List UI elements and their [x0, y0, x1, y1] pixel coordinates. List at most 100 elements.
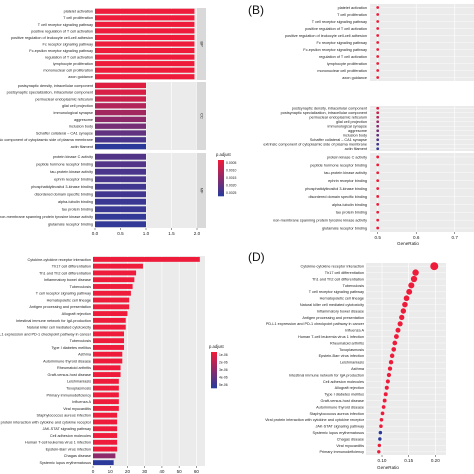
dot: [386, 372, 392, 378]
legend-tick-label: 0.0015: [226, 176, 236, 180]
category-label: lymphocyte proliferation: [53, 62, 93, 66]
category-label: Autoimmune thyroid disease: [43, 359, 91, 363]
category-label: Graft-versus-host disease: [48, 373, 91, 377]
bar: [93, 439, 118, 445]
category-label: Rheumatoid arthritis: [57, 366, 91, 370]
dot: [376, 171, 380, 175]
category-label: Fc-epsilon receptor signaling pathway: [303, 48, 367, 52]
bar: [95, 96, 146, 102]
legend-colorbar-segment: [211, 361, 217, 363]
dot: [378, 430, 383, 435]
dot: [376, 48, 380, 51]
bar: [95, 8, 195, 14]
category-label: Schaffer collateral – CA1 synapse: [36, 131, 93, 135]
legend-colorbar-segment: [218, 164, 224, 167]
dot: [392, 340, 398, 346]
category-label: Natural killer cell mediated cytotoxicit…: [27, 326, 91, 330]
legend-colorbar-segment: [218, 160, 224, 162]
category-label: Antigen processing and presentation: [302, 316, 364, 320]
facet-strip: [197, 8, 206, 80]
category-label: perinuclear endoplasmic reticulum: [35, 97, 93, 101]
bar: [93, 460, 114, 466]
category-label: perinuclear endoplasmic reticulum: [309, 116, 367, 120]
dot: [376, 142, 380, 146]
legend-tick-label: 0.0025: [226, 191, 236, 195]
legend-colorbar-segment: [218, 173, 224, 176]
category-label: Cytokine-cytokine receptor interaction: [300, 265, 364, 269]
category-label: PD-L1 expression and PD-1 checkpoint pat…: [266, 322, 365, 326]
legend-colorbar-segment: [218, 166, 224, 168]
facet-strip: [197, 82, 206, 150]
legend-colorbar-segment: [211, 373, 217, 375]
category-label: T cell receptor signaling pathway: [312, 20, 367, 24]
bar: [93, 378, 119, 384]
category-label: Viral protein interaction with cytokine …: [265, 418, 365, 422]
category-label: T cell receptor signaling pathway: [36, 292, 91, 296]
category-label: Type I diabetes mellitus: [51, 346, 91, 350]
facet-strip-label: BP: [199, 41, 204, 47]
x-tick-label: 1.0: [143, 231, 150, 236]
category-label: immunological synapse: [328, 125, 367, 129]
bar: [93, 399, 119, 405]
category-label: tau protein binding: [336, 211, 367, 215]
category-label: lymphocyte proliferation: [327, 62, 367, 66]
bar: [93, 412, 118, 418]
dot: [403, 295, 410, 302]
category-label: Viral myocarditis: [336, 444, 364, 448]
dot: [376, 218, 380, 222]
category-label: Natural killer cell mediated cytotoxicit…: [300, 303, 364, 307]
legend-tick-label: 0.0020: [226, 184, 236, 188]
dot: [379, 424, 383, 428]
bar: [95, 15, 195, 21]
bar: [93, 304, 130, 310]
legend-colorbar-segment: [211, 355, 217, 357]
bar: [93, 284, 133, 289]
x-tick-label: 40: [159, 469, 165, 474]
category-label: Cytokine-cytokine receptor interaction: [27, 258, 91, 262]
legend-colorbar-segment: [211, 368, 217, 371]
bar: [95, 137, 146, 143]
dot: [376, 76, 380, 79]
dot: [376, 226, 380, 230]
bar: [93, 263, 143, 269]
category-label: T cell receptor signaling pathway: [309, 290, 364, 294]
legend-colorbar-segment: [211, 362, 217, 365]
legend-colorbar-segment: [218, 170, 224, 173]
dot: [395, 327, 401, 333]
category-label: postsynaptic density, intracellular comp…: [18, 84, 94, 88]
dot: [379, 418, 384, 422]
legend-tick-label: 1e-06: [219, 353, 228, 357]
category-label: inclusion body: [69, 125, 93, 129]
bar: [95, 123, 146, 129]
bar: [93, 331, 125, 337]
category-label: platelet activation: [338, 6, 367, 10]
bar: [93, 372, 121, 377]
category-label: Staphylococcus aureus infection: [310, 412, 364, 416]
category-label: Intestinal immune network for IgA produc…: [289, 373, 364, 377]
dot: [376, 13, 380, 16]
bar: [93, 277, 135, 283]
facet-panel-bg: [370, 153, 474, 232]
category-label: tau-protein kinase activity: [324, 171, 367, 175]
dot: [377, 443, 382, 448]
category-label: Chagas disease: [64, 454, 91, 458]
category-label: Intestinal immune network for IgA produc…: [16, 319, 91, 323]
x-tick-label: 0.5: [117, 231, 124, 236]
category-label: Allograft rejection: [335, 386, 364, 390]
dot: [388, 360, 394, 365]
category-label: postsynaptic specialization, intracellul…: [281, 111, 368, 115]
category-label: phosphatidylinositol 3-kinase binding: [31, 185, 93, 189]
category-label: PD-L1 expression and PD-1 checkpoint pat…: [0, 332, 92, 336]
legend-colorbar-segment: [211, 370, 217, 372]
legend-colorbar-segment: [211, 376, 217, 378]
category-label: Primary immunodeficiency: [46, 393, 91, 397]
bar: [93, 351, 123, 357]
dot: [376, 124, 380, 128]
dot: [376, 115, 380, 119]
x-tick-label: 1.5: [168, 231, 175, 236]
category-label: Leishmaniasis: [67, 380, 91, 384]
dot: [376, 138, 380, 142]
bar: [93, 405, 119, 411]
category-label: glutamate receptor binding: [322, 226, 367, 230]
